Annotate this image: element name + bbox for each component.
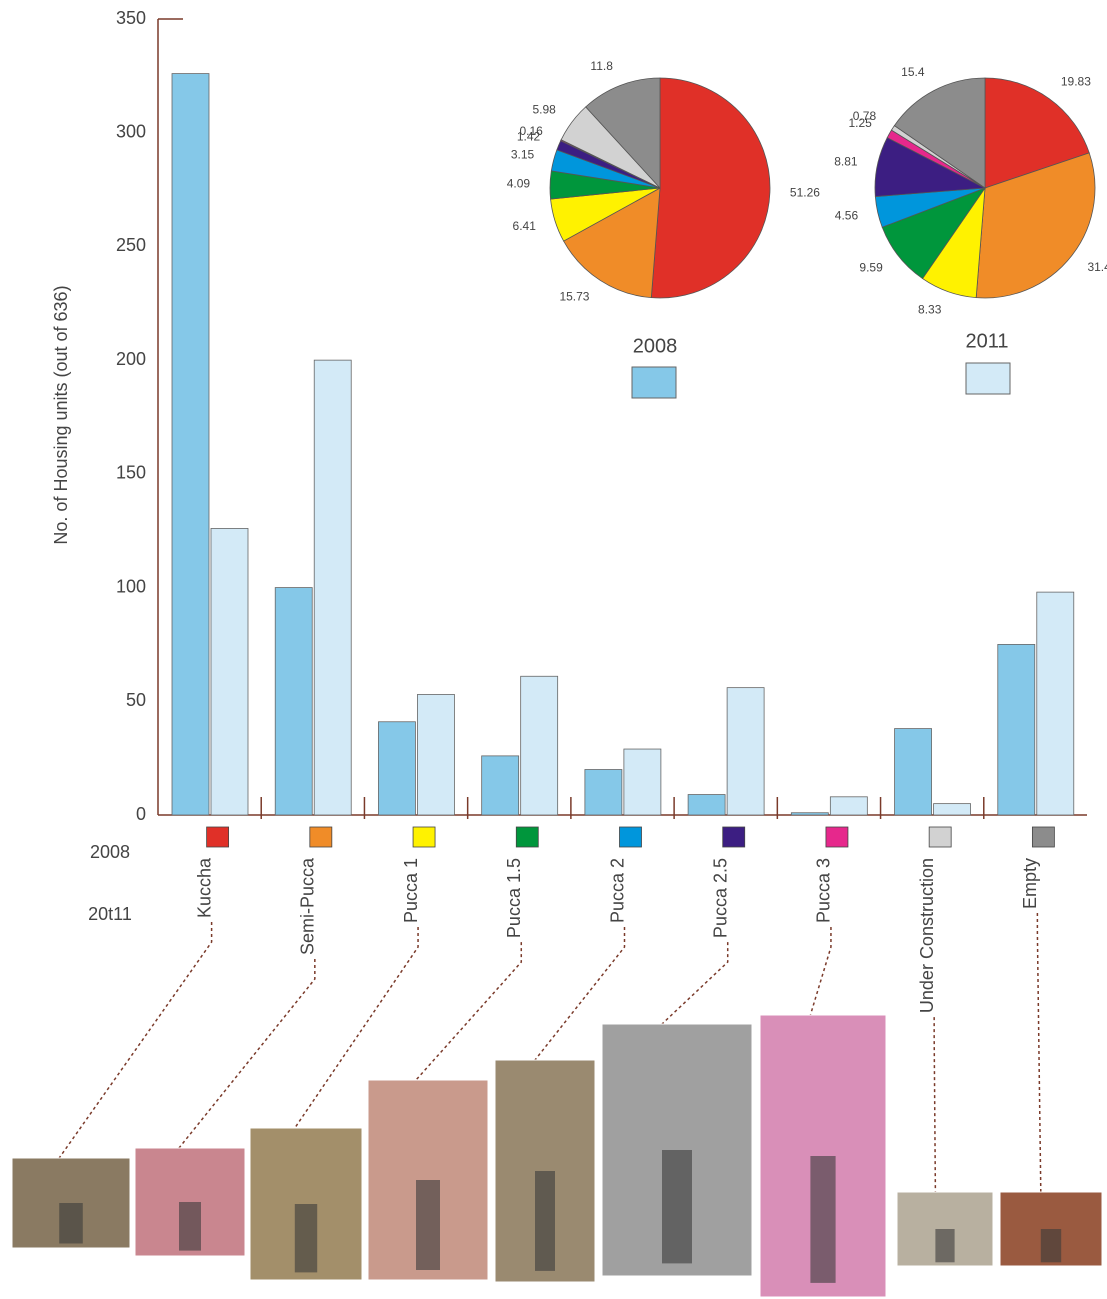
pie-slice [650,77,771,299]
category-swatch [206,826,230,848]
x-tick-label: Kuccha [194,857,214,918]
pie-value-label: 8.33 [918,303,942,317]
bar [378,721,416,816]
y-tick-label: 150 [116,463,146,483]
pie-value-label: 6.41 [513,219,537,233]
bar [274,587,313,816]
category-swatch [722,826,746,848]
pie-value-label: 5.98 [532,102,556,116]
house-photo-door [810,1156,836,1283]
row-label: 20t11 [88,904,132,924]
pie-value-label: 31.45 [1087,260,1107,274]
pie-value-label: 15.4 [901,65,925,79]
bar [829,796,868,816]
y-tick-label: 350 [116,8,146,28]
house-photo-door [179,1202,201,1251]
leader-line [58,922,213,1159]
leader-line [661,942,729,1025]
category-swatch [619,826,642,848]
bar [933,803,971,816]
legend-swatch [965,362,1011,395]
leader-line [294,927,419,1129]
x-tick-label: Pucca 2 [607,858,627,923]
pie-value-label: 1.42 [517,130,541,144]
pie-value-label: 9.59 [859,260,883,274]
bar [171,73,210,816]
pie-value-label: 19.83 [1061,75,1091,89]
pie-value-label: 11.8 [590,59,613,73]
x-tick-label: Pucca 1.5 [504,858,524,938]
x-tick-label: Pucca 2.5 [710,858,730,938]
pie-value-label: 8.81 [834,154,858,168]
pie-slice [893,77,986,189]
pie-value-label: 0.16 [520,124,544,138]
bar [313,359,352,816]
house-photo-door [294,1204,318,1273]
pie-value-label: 4.09 [507,177,531,191]
bar [997,644,1036,816]
pie-value-label: 51.26 [790,185,820,199]
bar [520,675,559,816]
leader-line [415,942,523,1081]
bar [417,694,455,816]
bar [481,755,520,816]
x-tick-label: Pucca 3 [814,858,834,923]
category-swatch [928,826,952,848]
leader-line [1036,913,1042,1193]
house-photo-door [535,1171,555,1271]
pie-slice [984,77,1090,189]
bar [894,728,932,816]
pie-value-label: 3.15 [511,147,535,161]
y-tick-label: 50 [126,690,146,710]
pie-slice [975,152,1096,299]
bar [1036,591,1075,816]
y-tick-label: 300 [116,121,146,141]
bar [790,812,829,816]
pie-value-label: 0.78 [853,109,877,123]
bar [623,748,662,816]
leader-line [933,1017,937,1193]
category-swatch [412,826,436,848]
x-tick-label: Pucca 1 [401,858,421,923]
pie-value-label: 4.56 [835,209,859,223]
x-tick-label: Semi-Pucca [298,857,318,955]
house-photo-door [416,1180,440,1270]
y-tick-label: 200 [116,349,146,369]
bar [210,528,249,816]
leader-line [178,959,316,1149]
category-swatch [1031,826,1055,848]
pie-slice [585,77,661,190]
x-tick-label: Empty [1020,858,1040,909]
legend-label: 2008 [633,335,678,357]
y-tick-label: 0 [136,804,146,824]
pie-slice [563,187,661,299]
bar [584,769,623,816]
category-swatch [515,826,539,848]
leader-line [809,927,832,1016]
legend-label: 2011 [965,330,1008,352]
leader-line [534,927,626,1061]
legend-swatch [631,366,677,399]
house-photo-door [935,1229,955,1263]
bar [687,794,726,816]
pie-value-label: 1.25 [848,116,872,130]
house-photo-door [662,1150,692,1264]
y-tick-label: 100 [116,576,146,596]
x-tick-label: Under Construction [917,858,937,1013]
y-tick-label: 250 [116,235,146,255]
house-photo-door [1040,1229,1062,1263]
bar [726,687,765,816]
category-swatch [309,826,333,848]
row-label: 2008 [90,842,130,862]
pie-value-label: 15.73 [559,289,589,303]
category-swatch [825,826,849,848]
house-photo-door [59,1203,83,1244]
y-axis-label: No. of Housing units (out of 636) [51,285,71,544]
